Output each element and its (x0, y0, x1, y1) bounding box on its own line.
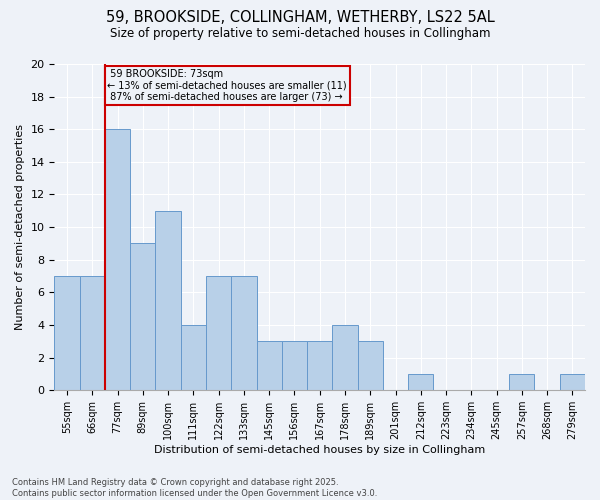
Bar (332, 325, 358, 390)
Bar (282, 342, 307, 390)
Text: Size of property relative to semi-detached houses in Collingham: Size of property relative to semi-detach… (110, 28, 490, 40)
Bar (155, 211, 181, 390)
Bar (257, 342, 282, 390)
Bar (181, 325, 206, 390)
Bar (307, 342, 332, 390)
Bar (130, 244, 155, 390)
Bar (560, 374, 585, 390)
Text: 59 BROOKSIDE: 73sqm
← 13% of semi-detached houses are smaller (11)
 87% of semi-: 59 BROOKSIDE: 73sqm ← 13% of semi-detach… (107, 69, 347, 102)
Bar (80, 276, 105, 390)
Bar (55, 276, 80, 390)
Bar (408, 374, 433, 390)
Bar (231, 276, 257, 390)
Text: 59, BROOKSIDE, COLLINGHAM, WETHERBY, LS22 5AL: 59, BROOKSIDE, COLLINGHAM, WETHERBY, LS2… (106, 10, 494, 25)
Text: Contains HM Land Registry data © Crown copyright and database right 2025.
Contai: Contains HM Land Registry data © Crown c… (12, 478, 377, 498)
Bar (358, 342, 383, 390)
Bar (206, 276, 231, 390)
X-axis label: Distribution of semi-detached houses by size in Collingham: Distribution of semi-detached houses by … (154, 445, 485, 455)
Y-axis label: Number of semi-detached properties: Number of semi-detached properties (15, 124, 25, 330)
Bar (509, 374, 535, 390)
Bar (105, 129, 130, 390)
